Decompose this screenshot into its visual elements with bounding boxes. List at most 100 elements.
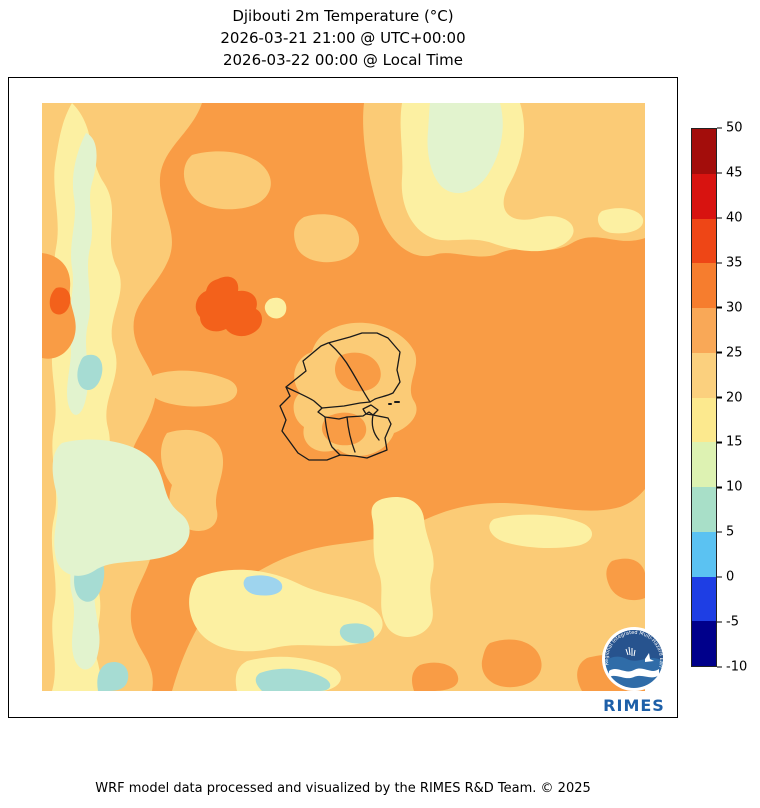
temp-region-south-blue-lake xyxy=(243,575,283,596)
temp-region-light-orange-blob-3 xyxy=(146,370,238,407)
colorbar-tick-label: 35 xyxy=(726,255,743,271)
temp-region-west-hot-spot xyxy=(49,287,71,315)
colorbar-tick-label: 40 xyxy=(726,210,743,226)
colorbar-tick-label: 45 xyxy=(726,165,743,181)
temperature-map xyxy=(42,103,645,691)
colorbar xyxy=(691,128,717,667)
temp-region-south-teal-small xyxy=(339,623,375,644)
temp-region-south-yellow-1 xyxy=(371,497,434,637)
boundary-arta-djiboutiville xyxy=(371,414,380,441)
colorbar-tick: 25 xyxy=(717,345,743,360)
colorbar-tick: 10 xyxy=(717,480,743,495)
logo-sail-icon xyxy=(645,653,654,662)
temp-region-lake-teal-3 xyxy=(97,661,129,691)
temp-region-light-orange-blob-1 xyxy=(183,151,271,210)
figure-subtitle-local: 2026-03-22 00:00 @ Local Time xyxy=(222,51,464,69)
temp-region-south-orange-blob-2 xyxy=(412,662,459,691)
temp-region-topright-pale-green xyxy=(427,103,503,194)
temp-region-djibouti-orange-hole-2 xyxy=(321,412,367,446)
colorbar-tick: 35 xyxy=(717,255,743,270)
rimes-logo: Regional Integrated Multi-Hazard Early W… xyxy=(597,621,670,715)
attribution-footer: WRF model data processed and visualized … xyxy=(95,781,591,796)
temp-region-lake-teal-1 xyxy=(77,354,103,391)
colorbar-tick-mark xyxy=(717,531,722,533)
temp-region-bottomleft-pale-green xyxy=(52,439,190,576)
boundary-djibouti-city xyxy=(362,404,379,416)
colorbar-tick-mark xyxy=(717,351,722,354)
colorbar-tick-label: -5 xyxy=(726,614,739,630)
colorbar-segment xyxy=(692,487,716,532)
colorbar-ticks: 50 45 40 35 30 25 20 15 10 5 0 -5 -10 xyxy=(717,121,760,675)
temp-region-light-orange-dot xyxy=(210,171,228,188)
colorbar-tick-mark xyxy=(717,217,722,219)
logo-antenna-icon xyxy=(625,646,636,657)
colorbar-tick-mark xyxy=(717,666,722,668)
colorbar-tick-label: 15 xyxy=(726,434,743,450)
colorbar-segment xyxy=(692,442,716,487)
colorbar-tick-mark xyxy=(717,441,722,444)
djibouti-admin-boundaries xyxy=(279,332,401,461)
logo-wave xyxy=(609,668,659,679)
colorbar-tick: 5 xyxy=(717,525,734,540)
colorbar-tick: 20 xyxy=(717,390,743,405)
colorbar-segment xyxy=(692,576,716,622)
colorbar-tick-mark xyxy=(717,172,722,174)
colorbar-tick-label: -10 xyxy=(726,659,748,675)
colorbar-tick: 15 xyxy=(717,435,743,450)
colorbar-segment xyxy=(692,263,716,308)
temp-region-south-teal-lake xyxy=(255,668,331,691)
temp-region-light-orange-blob-2 xyxy=(294,214,360,263)
colorbar-segment xyxy=(692,218,716,264)
colorbar-tick-mark xyxy=(717,621,722,623)
colorbar-segment xyxy=(692,173,716,219)
colorbar-tick-label: 50 xyxy=(726,120,743,136)
colorbar-tick-label: 25 xyxy=(726,345,743,361)
temp-region-south-yellow-2 xyxy=(489,514,593,549)
colorbar-tick: 45 xyxy=(717,165,743,180)
colorbar-tick-mark xyxy=(717,262,722,264)
boundary-obock-tadjourah xyxy=(328,342,371,403)
colorbar-tick-mark xyxy=(717,306,722,309)
colorbar-tick: 50 xyxy=(717,121,743,136)
colorbar-tick-mark xyxy=(717,396,722,399)
colorbar-tick: -5 xyxy=(717,615,739,630)
colorbar-tick: 30 xyxy=(717,300,743,315)
logo-dark-upper xyxy=(605,630,663,661)
temp-region-west-pale-green-upper xyxy=(67,133,97,415)
djibouti-outer-boundary xyxy=(279,332,401,461)
boundary-tadjourah-dikhil xyxy=(285,386,323,409)
colorbar-tick-mark xyxy=(717,576,722,578)
temp-region-central-hot-spot xyxy=(195,276,262,337)
colorbar-tick-label: 10 xyxy=(726,479,743,495)
colorbar-tick-label: 20 xyxy=(726,390,743,405)
temp-region-topright-yellow-streak xyxy=(597,208,644,234)
colorbar-tick-label: 0 xyxy=(726,569,735,585)
colorbar-segment xyxy=(692,621,716,666)
colorbar-tick: -10 xyxy=(717,660,747,675)
boundary-dikhil-alisabieh xyxy=(324,416,341,456)
colorbar-tick: 40 xyxy=(717,210,743,225)
colorbar-segment xyxy=(692,531,716,577)
temp-region-yellow-dot-center xyxy=(264,297,287,319)
boundary-arta-alisabieh xyxy=(346,416,356,453)
moucha-islands xyxy=(388,401,400,405)
figure-title-block: Djibouti 2m Temperature (°C) 2026-03-21 … xyxy=(8,5,678,71)
figure-title: Djibouti 2m Temperature (°C) xyxy=(232,7,454,25)
temp-region-east-orange-blob xyxy=(606,558,645,601)
colorbar-tick-mark xyxy=(717,127,722,129)
colorbar-segment xyxy=(692,352,716,398)
figure-subtitle-utc: 2026-03-21 21:00 @ UTC+00:00 xyxy=(220,29,466,47)
colorbar-tick-label: 5 xyxy=(726,524,735,540)
colorbar-segment xyxy=(692,129,716,174)
rimes-logo-emblem: Regional Integrated Multi-Hazard Early W… xyxy=(597,621,666,691)
colorbar-segment xyxy=(692,308,716,353)
temp-region-south-orange-blob-1 xyxy=(481,639,542,688)
colorbar-tick-mark xyxy=(717,486,722,489)
temp-region-light-orange-blob-4 xyxy=(160,429,224,531)
rimes-logo-text: RIMES xyxy=(603,696,665,715)
temp-region-south-yellow-3 xyxy=(189,569,383,652)
colorbar-tick-label: 30 xyxy=(726,300,743,316)
colorbar-tick: 0 xyxy=(717,570,734,585)
colorbar-segment xyxy=(692,397,716,443)
